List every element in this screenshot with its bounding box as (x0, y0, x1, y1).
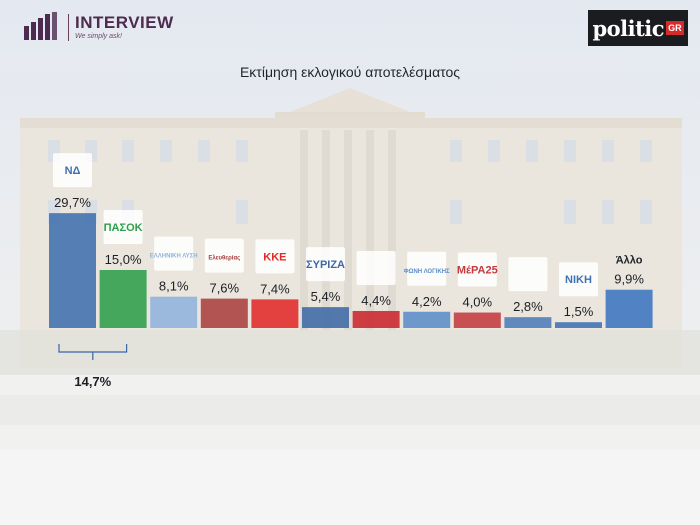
value-label-5: 5,4% (311, 289, 341, 304)
value-label-4: 7,4% (260, 281, 290, 296)
politic-suffix: GR (666, 21, 684, 35)
party-logo-4 (255, 239, 295, 274)
bar-1 (99, 270, 147, 328)
party-logo-10 (559, 262, 598, 297)
bar-0 (49, 213, 96, 328)
party-logo-text-4: ΚΚΕ (263, 251, 286, 263)
party-logo-text-8: ΜέΡΑ25 (457, 265, 498, 277)
brand-name: INTERVIEW (75, 12, 174, 32)
bar-3 (200, 298, 248, 328)
bar-8 (453, 312, 501, 328)
value-label-7: 4,2% (412, 294, 442, 309)
category-label-11: Άλλο (616, 255, 643, 267)
party-logo-text-7: ΦΩΝΗ ΛΟΓΙΚΗΣ (404, 269, 450, 275)
politic-word: politic (592, 15, 665, 41)
bar-6 (352, 310, 400, 328)
party-logo-text-5: ΣΥΡΙΖΑ (306, 259, 345, 271)
bar-10 (555, 322, 602, 328)
party-logo-text-10: ΝΙΚΗ (565, 274, 592, 286)
value-label-3: 7,6% (209, 281, 239, 296)
bar-5 (302, 307, 349, 328)
value-label-9: 2,8% (513, 299, 543, 314)
bracket-label: 14,7% (74, 374, 111, 389)
interview-bars-icon (24, 12, 57, 40)
politic-logo: politic GR (588, 10, 688, 46)
party-logo-7 (407, 251, 447, 286)
value-label-6: 4,4% (361, 293, 391, 308)
party-logo-text-1: ΠΑΣΟΚ (104, 222, 143, 234)
party-logo-9 (508, 257, 548, 292)
bracket-line (58, 344, 128, 353)
bar-9 (504, 317, 552, 328)
bar-7 (403, 311, 451, 328)
value-label-10: 1,5% (564, 304, 594, 319)
value-label-11: 9,9% (614, 272, 644, 287)
party-logo-1 (103, 210, 143, 244)
party-logo-5 (306, 247, 345, 282)
brand-tagline: We simply ask! (75, 32, 122, 40)
value-label-2: 8,1% (159, 279, 189, 294)
bar-11 (605, 289, 653, 328)
value-label-1: 15,0% (105, 252, 142, 267)
party-logo-text-0: ΝΔ (65, 165, 81, 177)
party-logo-2 (154, 236, 194, 271)
party-logo-8 (457, 252, 497, 287)
party-logo-0 (53, 153, 92, 188)
party-logo-text-2: ΕΛΛΗΝΙΚΗ ΛΥΣΗ (150, 254, 198, 260)
party-logo-3 (204, 238, 244, 273)
bar-2 (150, 296, 198, 328)
interview-logo: INTERVIEW We simply ask! (22, 12, 174, 42)
value-label-0: 29,7% (54, 195, 91, 210)
bar-4 (251, 299, 299, 328)
value-label-8: 4,0% (462, 295, 492, 310)
party-logo-6 (356, 250, 396, 285)
chart-title: Εκτίμηση εκλογικού αποτελέσματος (239, 64, 461, 80)
party-logo-text-3: Ελευθερίας (208, 256, 240, 262)
